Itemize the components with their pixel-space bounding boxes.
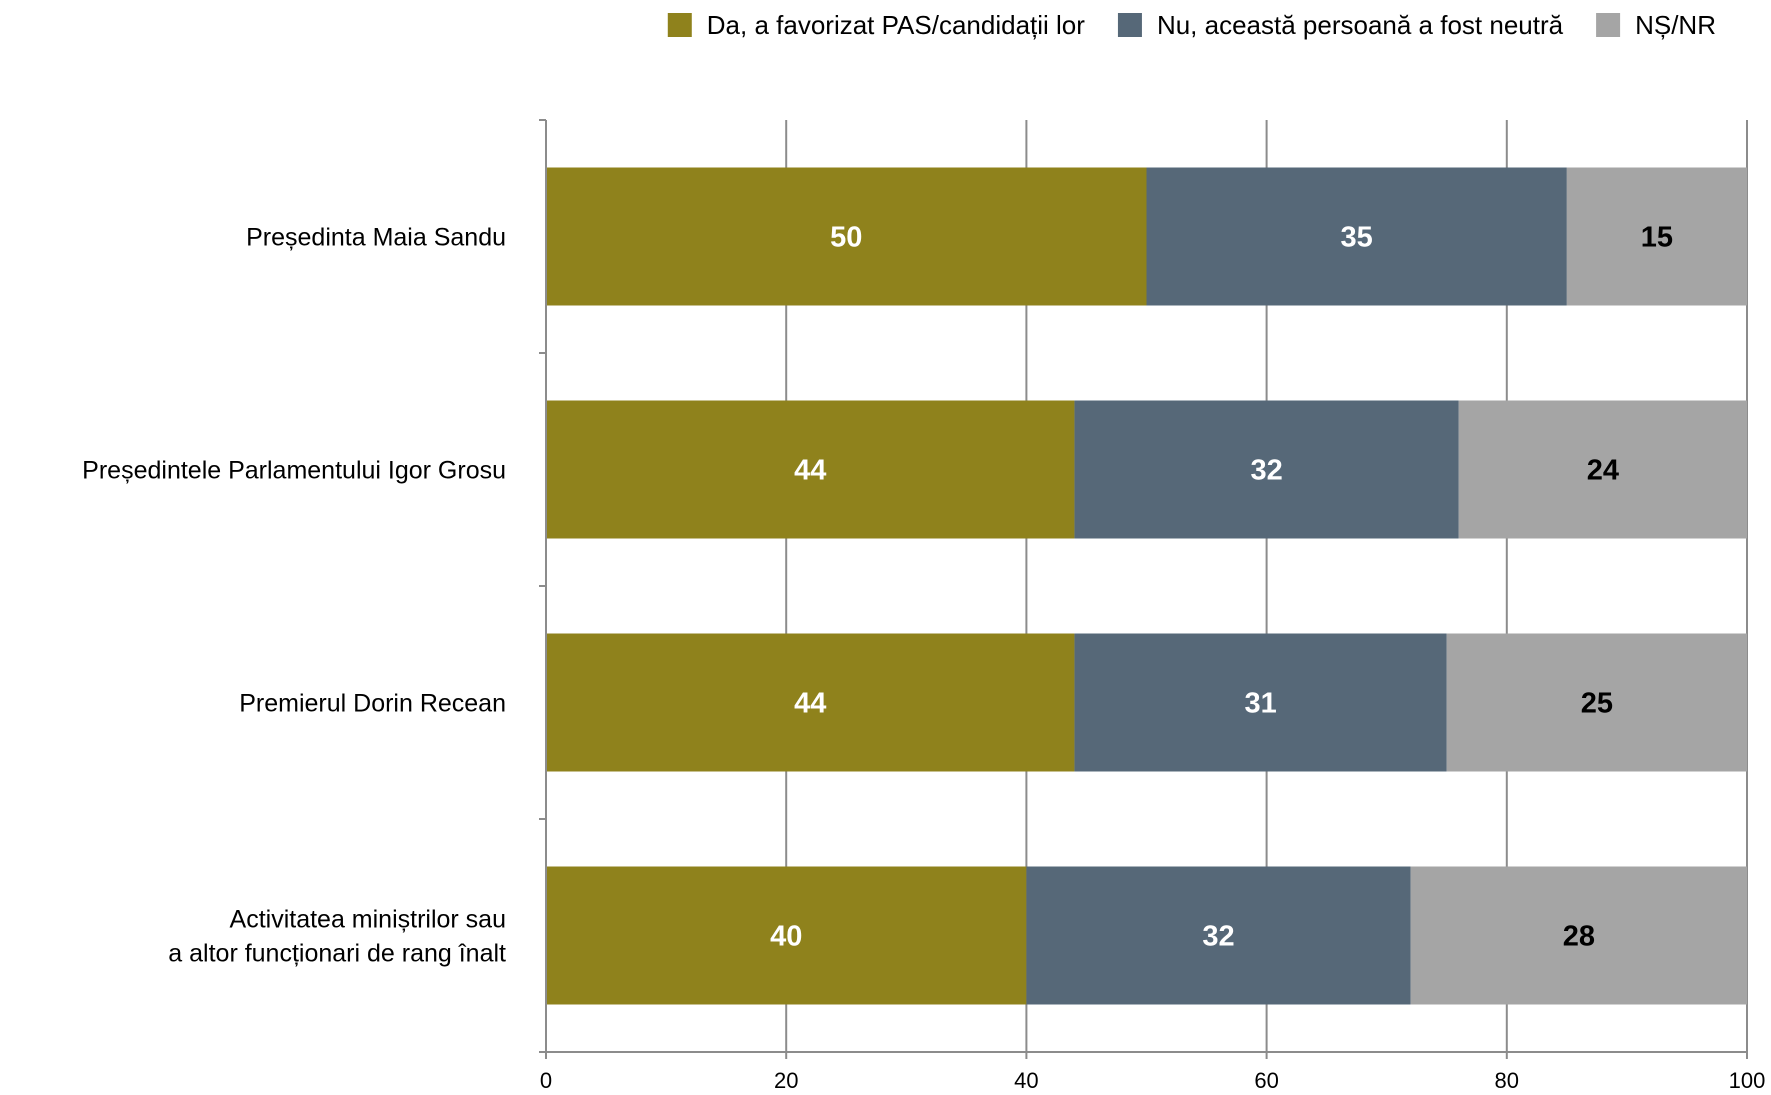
data-label: 35 (1341, 222, 1373, 254)
data-label: 44 (794, 688, 826, 720)
x-tick-label: 100 (1729, 1068, 1766, 1093)
legend-label: NȘ/NR (1635, 10, 1716, 40)
axes (539, 119, 1748, 1059)
data-label: 32 (1250, 455, 1282, 487)
data-label: 50 (830, 222, 862, 254)
data-label: 44 (794, 455, 826, 487)
bar-segment (546, 866, 1027, 1005)
bar-segment (1074, 633, 1447, 772)
x-tick-label: 80 (1495, 1068, 1519, 1093)
category-label: a altor funcționari de rang înalt (168, 940, 506, 968)
bar-segment (546, 633, 1075, 772)
category-label: Activitatea miniștrilor sau (230, 906, 506, 934)
x-tick-label: 0 (540, 1068, 552, 1093)
bar-segment (1566, 167, 1747, 306)
legend-swatch (1596, 13, 1621, 37)
bar-segment (1146, 167, 1567, 306)
bars: 50 35 15 44 32 24 44 31 25 40 32 28 (546, 167, 1747, 1005)
category-label: Premierul Dorin Recean (239, 690, 506, 718)
legend-label: Nu, această persoană a fost neutră (1157, 10, 1564, 40)
x-tick-label: 20 (774, 1068, 798, 1093)
data-label: 32 (1202, 921, 1234, 953)
data-label: 40 (770, 921, 802, 953)
data-label: 15 (1641, 222, 1673, 254)
x-tick-label: 60 (1254, 1068, 1278, 1093)
data-label: 24 (1587, 455, 1619, 487)
category-label: Președinta Maia Sandu (246, 224, 506, 252)
bar-segment (1026, 866, 1411, 1005)
data-label: 25 (1581, 688, 1613, 720)
legend: Da, a favorizat PAS/candidații lor Nu, ac… (667, 10, 1716, 40)
category-label: Președintele Parlamentului Igor Grosu (82, 457, 506, 485)
legend-label: Da, a favorizat PAS/candidații lor (707, 10, 1085, 40)
data-label: 28 (1563, 921, 1595, 953)
bar-segment (1458, 400, 1747, 539)
bar-segment (546, 400, 1075, 539)
bar-segment (1074, 400, 1459, 539)
x-tick-labels: 0 20 40 60 80 100 (540, 1068, 1765, 1093)
x-tick-label: 40 (1014, 1068, 1038, 1093)
bar-segment (1446, 633, 1747, 772)
bar-segment (546, 167, 1147, 306)
category-labels: Președinta Maia Sandu Președintele Parlam… (82, 224, 506, 968)
data-label: 31 (1244, 688, 1276, 720)
legend-swatch (1117, 13, 1142, 37)
legend-swatch (667, 13, 692, 37)
bar-segment (1410, 866, 1747, 1005)
